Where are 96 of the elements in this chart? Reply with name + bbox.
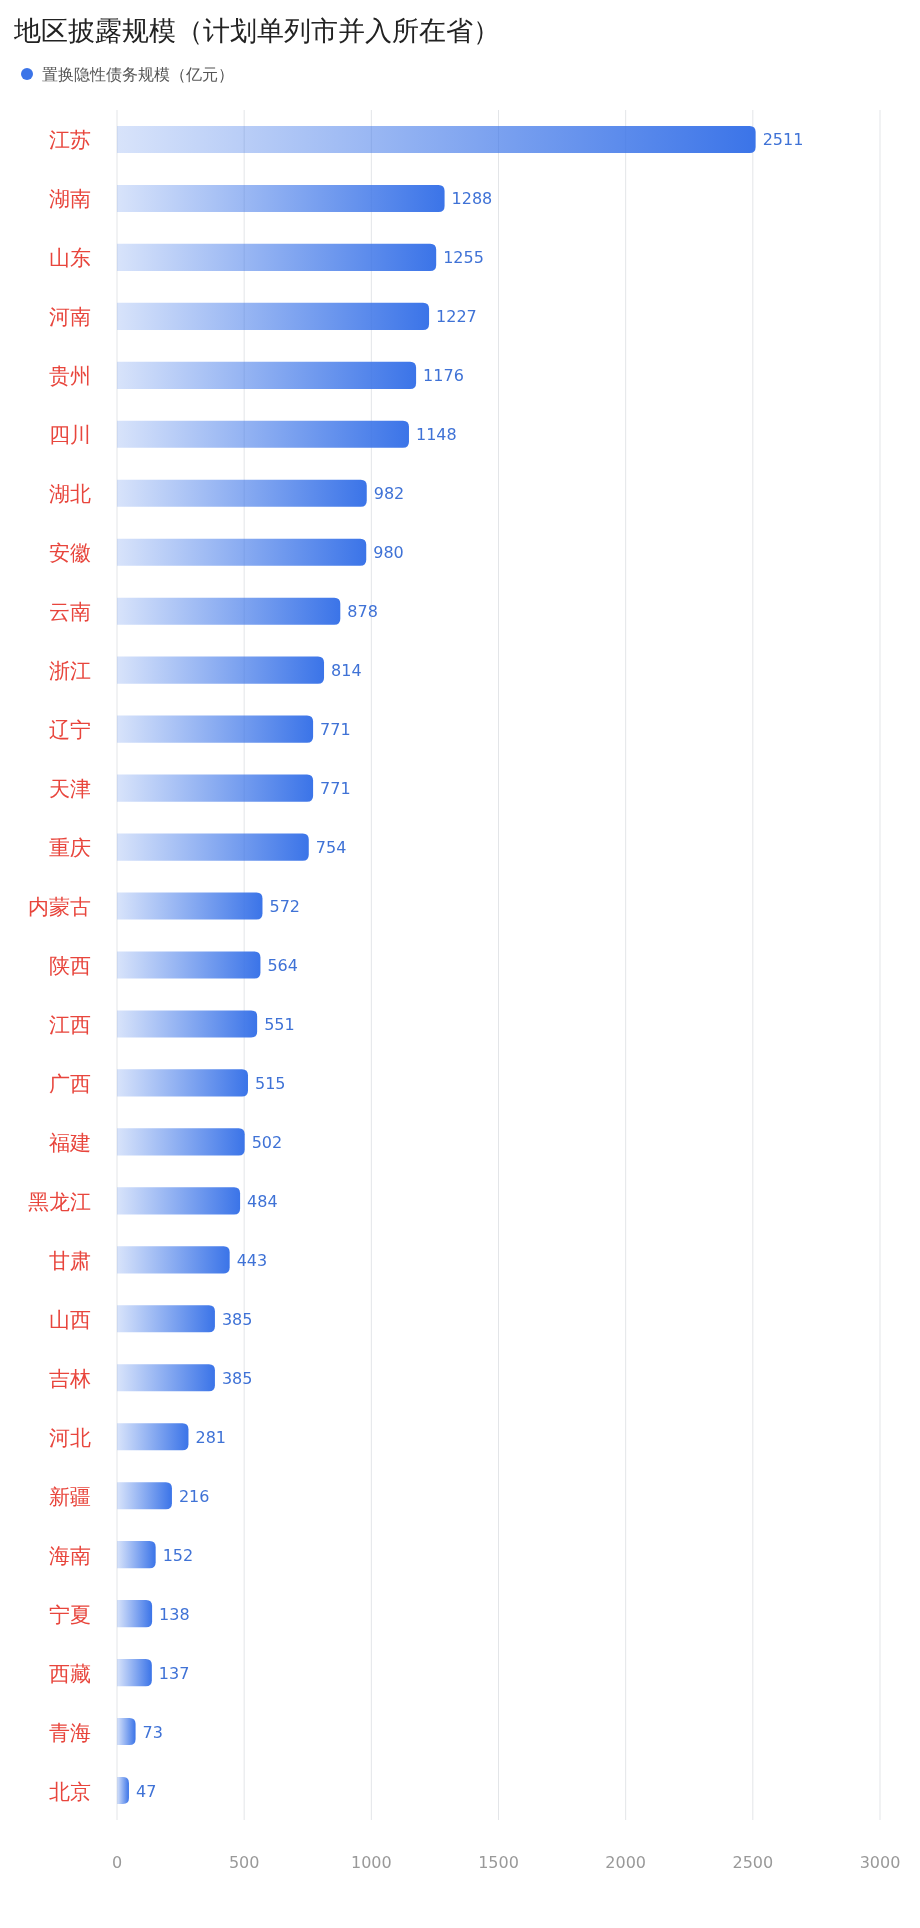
bar <box>117 1246 230 1274</box>
y-tick-label: 辽宁 <box>49 718 91 743</box>
bar <box>117 715 314 743</box>
data-label: 47 <box>135 1781 157 1801</box>
data-label: 502 <box>251 1132 283 1152</box>
bar <box>117 1659 152 1687</box>
data-label: 152 <box>162 1545 194 1565</box>
y-tick-label: 宁夏 <box>49 1602 91 1627</box>
y-tick-label: 河南 <box>49 305 91 330</box>
y-tick-label: 陕西 <box>49 954 91 978</box>
data-label: 515 <box>254 1073 286 1093</box>
y-tick-label: 海南 <box>49 1543 91 1568</box>
data-label: 2511 <box>762 130 804 150</box>
y-tick-label: 山西 <box>49 1307 91 1332</box>
data-label: 281 <box>195 1427 227 1447</box>
y-tick-label: 天津 <box>49 777 91 802</box>
bar <box>117 1128 245 1156</box>
bar <box>117 892 263 920</box>
data-label: 385 <box>221 1368 253 1388</box>
data-label: 754 <box>315 838 347 858</box>
data-label: 814 <box>331 661 362 681</box>
data-label: 1176 <box>423 366 464 386</box>
y-tick-label: 吉林 <box>49 1366 91 1391</box>
bar <box>117 597 341 625</box>
bar <box>117 774 314 802</box>
bar <box>117 1423 189 1451</box>
bar <box>117 538 367 566</box>
x-tick-label: 1500 <box>478 1853 519 1872</box>
data-label: 572 <box>269 897 301 917</box>
y-tick-label: 广西 <box>49 1071 91 1096</box>
x-tick-label: 1000 <box>350 1853 392 1872</box>
data-label: 73 <box>142 1722 163 1742</box>
bar <box>117 1541 156 1569</box>
data-label: 564 <box>267 956 298 975</box>
y-tick-label: 湖南 <box>49 187 91 212</box>
y-tick-label: 湖北 <box>49 482 91 507</box>
bar <box>117 184 445 213</box>
data-label: 385 <box>221 1309 253 1329</box>
y-tick-label: 内蒙古 <box>28 895 91 920</box>
data-label: 137 <box>158 1663 190 1683</box>
x-tick-label: 0 <box>111 1853 123 1872</box>
x-tick-label: 2000 <box>605 1853 647 1872</box>
y-tick-label: 浙江 <box>49 659 91 684</box>
y-tick-label: 四川 <box>49 423 91 448</box>
data-label: 551 <box>264 1014 295 1034</box>
y-tick-label: 青海 <box>49 1720 91 1745</box>
bar <box>117 1717 136 1746</box>
data-label: 1288 <box>451 189 493 209</box>
x-tick-label: 2500 <box>732 1853 774 1872</box>
bar <box>117 243 437 271</box>
bar <box>117 1069 248 1097</box>
y-tick-label: 贵州 <box>49 364 91 389</box>
bar <box>117 1600 153 1628</box>
data-label: 1255 <box>443 248 484 268</box>
bar <box>117 1305 215 1333</box>
y-tick-label: 山东 <box>49 246 91 271</box>
y-tick-label: 江西 <box>49 1012 91 1037</box>
y-tick-label: 河北 <box>49 1425 91 1450</box>
legend-label: 置换隐性债务规模（亿元） <box>42 65 234 84</box>
bar <box>117 479 367 507</box>
data-label: 1227 <box>436 307 477 327</box>
x-tick-label: 500 <box>228 1853 260 1872</box>
bar <box>117 1010 258 1038</box>
bar <box>117 361 417 389</box>
y-tick-label: 西藏 <box>49 1661 91 1686</box>
data-label: 484 <box>247 1191 278 1211</box>
bar <box>117 1776 129 1805</box>
y-tick-label: 安徽 <box>49 541 91 566</box>
bar <box>117 833 309 861</box>
data-label: 771 <box>320 720 351 740</box>
y-tick-label: 北京 <box>49 1779 91 1804</box>
chart-title: 地区披露规模（计划单列市并入所在省） <box>13 15 500 46</box>
x-tick-label: 3000 <box>859 1853 901 1872</box>
data-label: 982 <box>373 484 405 504</box>
data-label: 771 <box>320 779 351 799</box>
bar <box>117 1364 215 1392</box>
data-label: 443 <box>236 1250 268 1270</box>
y-tick-label: 甘肃 <box>49 1248 91 1273</box>
data-label: 980 <box>373 543 404 563</box>
y-tick-label: 福建 <box>49 1130 91 1155</box>
bar <box>117 302 430 330</box>
y-tick-label: 江苏 <box>49 128 91 153</box>
bar <box>117 125 756 154</box>
bar <box>117 951 261 979</box>
y-tick-label: 新疆 <box>49 1484 91 1509</box>
data-label: 216 <box>178 1486 210 1506</box>
y-tick-label: 黑龙江 <box>28 1189 91 1214</box>
data-label: 878 <box>347 602 378 622</box>
y-tick-label: 云南 <box>49 600 91 625</box>
bar <box>117 1187 241 1215</box>
bar <box>117 656 325 684</box>
data-label: 1148 <box>415 425 457 445</box>
bar <box>117 420 409 448</box>
bar <box>117 1482 172 1510</box>
y-tick-label: 重庆 <box>49 836 91 861</box>
data-label: 138 <box>159 1604 190 1624</box>
